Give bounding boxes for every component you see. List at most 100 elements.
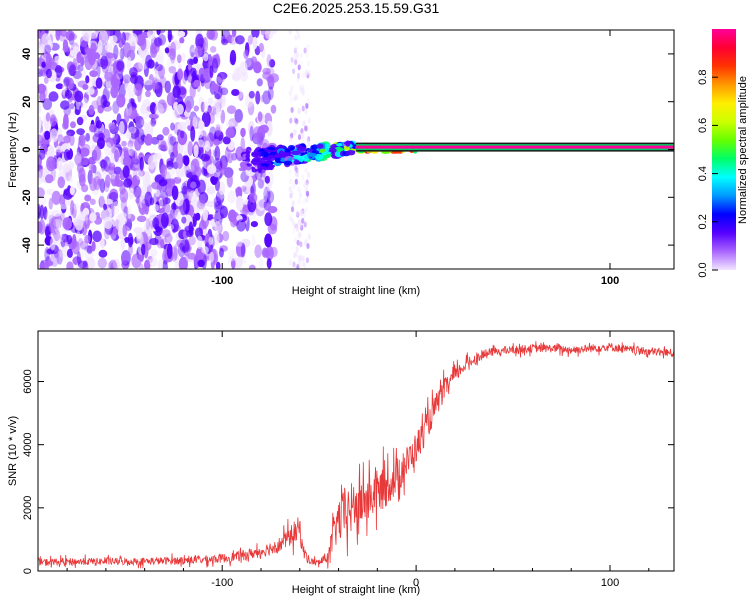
heatmap-cell [76, 68, 87, 78]
colorbar-tick-label: 0.8 [697, 70, 709, 85]
heatmap-cell [48, 197, 53, 210]
heatmap-cell [259, 138, 270, 150]
heatmap-cell [105, 52, 115, 59]
heatmap-cell [197, 259, 205, 268]
heatmap-cell [250, 56, 257, 64]
heatmap-cell [126, 56, 132, 71]
heatmap-cell [98, 30, 108, 46]
heatmap-cell [193, 79, 201, 88]
heatmap-cell [264, 175, 270, 184]
heatmap-cell [240, 242, 246, 258]
heatmap-cell [164, 166, 175, 180]
spectrogram-plot: -100 100 -40 -20 0 20 40 Height of straight li… [7, 29, 675, 297]
heatmap-cell [80, 157, 90, 166]
heatmap-cell [164, 47, 170, 54]
heatmap-cell [307, 136, 311, 143]
heatmap-cell [294, 59, 298, 66]
heatmap-cell [100, 55, 108, 70]
heatmap-cell [234, 109, 243, 123]
heatmap-cell [104, 142, 112, 157]
heatmap-cell [301, 217, 305, 224]
heatmap-cell [99, 192, 105, 209]
heatmap-cell [212, 100, 221, 114]
heatmap-cell [66, 248, 73, 258]
heatmap-cell [302, 212, 306, 219]
heatmap-cell [210, 46, 217, 53]
heatmap-cell [198, 194, 207, 207]
heatmap-cell [81, 184, 89, 193]
heatmap-cell [44, 44, 52, 55]
heatmap-cell [213, 196, 222, 207]
heatmap-cell [46, 156, 56, 172]
heatmap-cell [245, 153, 250, 161]
heatmap-cell [260, 151, 269, 157]
heatmap-cell [140, 103, 150, 119]
heatmap-cell [110, 144, 117, 154]
heatmap-cell [305, 51, 309, 58]
heatmap-cell [75, 230, 81, 245]
heatmap-cell [60, 211, 65, 222]
heatmap-cell [44, 130, 51, 140]
heatmap-cell [55, 149, 61, 156]
heatmap-cell [193, 144, 199, 158]
heatmap-cell [134, 112, 140, 124]
heatmap-cell [301, 84, 305, 91]
heatmap-cell [211, 83, 219, 92]
heatmap-cell [304, 69, 309, 76]
heatmap-cell [267, 223, 278, 235]
heatmap-cell [156, 30, 166, 34]
heatmap-cell [302, 262, 307, 268]
heatmap-cell [306, 152, 317, 157]
heatmap-cell [73, 203, 80, 211]
heatmap-cell [251, 30, 260, 39]
colorbar-tick-label: 0.2 [697, 214, 709, 229]
heatmap-cell [248, 120, 255, 136]
heatmap-cell [169, 48, 177, 61]
heatmap-cell [291, 150, 301, 156]
heatmap-cell [289, 178, 293, 185]
heatmap-cell [189, 82, 196, 99]
heatmap-cell [61, 233, 69, 243]
heatmap-cell [78, 136, 84, 143]
heatmap-cell [72, 234, 77, 249]
heatmap-cell [67, 175, 73, 184]
heatmap-cell [228, 249, 237, 262]
heatmap-cell [206, 200, 216, 208]
heatmap-cell [208, 236, 214, 246]
heatmap-cell [157, 259, 163, 269]
heatmap-cell [217, 72, 228, 80]
heatmap-cell [147, 30, 156, 40]
heatmap-cell [147, 155, 157, 170]
heatmap-cell [260, 94, 265, 103]
heatmap-cell [266, 120, 273, 137]
heatmap-cell [190, 160, 197, 172]
heatmap-cell [251, 152, 260, 156]
heatmap-cell [62, 163, 71, 173]
heatmap-cell [38, 205, 41, 219]
colorbar-tick-label: 0.0 [697, 262, 709, 277]
heatmap-cell [152, 217, 160, 230]
heatmap-cell [294, 120, 298, 127]
heatmap-cell [142, 171, 151, 187]
heatmap-cell [305, 102, 309, 109]
heatmap-cell [307, 117, 311, 124]
heatmap-cell [172, 85, 181, 98]
heatmap-cell [202, 68, 212, 81]
heatmap-cell [161, 229, 171, 238]
heatmap-cell [128, 33, 138, 47]
heatmap-cell [172, 247, 180, 264]
heatmap-cell [67, 33, 78, 41]
heatmap-cell [122, 74, 131, 84]
heatmap-cell [304, 206, 308, 213]
heatmap-cell [195, 33, 204, 49]
heatmap-cell [48, 30, 57, 40]
heatmap-cell [38, 219, 46, 235]
heatmap-cell [118, 33, 125, 45]
snr-line [38, 341, 674, 569]
heatmap-cell [97, 137, 105, 150]
heatmap-cell [69, 186, 75, 196]
heatmap-cell [45, 112, 51, 122]
heatmap-cell [265, 30, 274, 40]
heatmap-cell [49, 114, 57, 127]
